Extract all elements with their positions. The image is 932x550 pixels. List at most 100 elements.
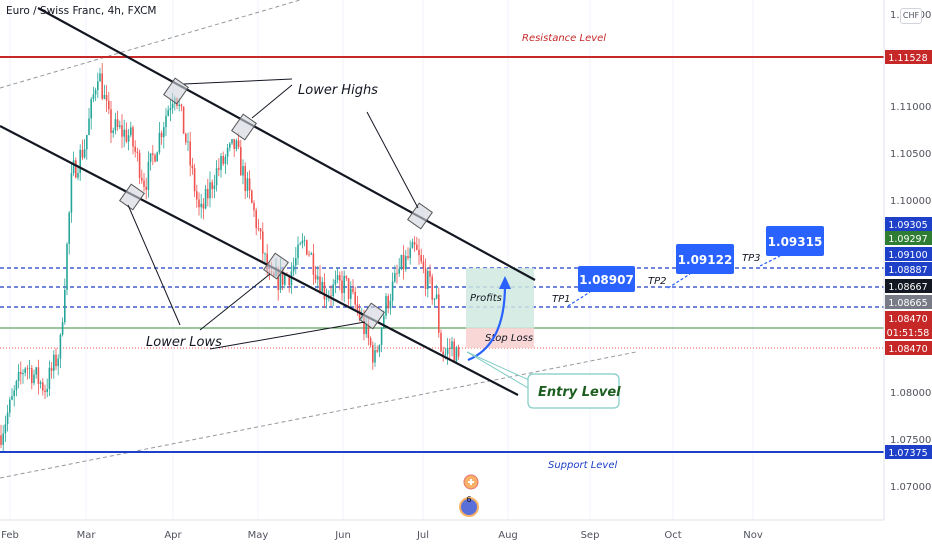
candle-body: [312, 253, 315, 275]
entry-level-label: Entry Level: [538, 385, 621, 400]
candle-body: [145, 186, 147, 190]
candle-body: [383, 315, 385, 328]
candle-body: [244, 166, 246, 191]
candle-body: [411, 242, 414, 249]
candle-body: [308, 254, 310, 256]
candle-body: [279, 269, 282, 290]
candle-body: [75, 160, 77, 178]
candle-body: [288, 275, 290, 286]
candle-body: [453, 341, 455, 362]
candle-body: [281, 269, 284, 285]
candle-body: [211, 182, 213, 190]
candle-body: [94, 90, 97, 95]
price-tag-label: 1.08667: [888, 282, 927, 293]
candle-body: [449, 348, 451, 350]
candle-body: [440, 332, 442, 352]
candle-body: [317, 276, 319, 280]
candle-body: [242, 166, 244, 176]
candle-body: [79, 149, 81, 174]
candle-body: [132, 127, 134, 147]
candle-body: [330, 295, 332, 297]
candle-body: [354, 292, 356, 305]
candle-body: [455, 347, 458, 362]
candle-body: [394, 273, 396, 282]
candle-body: [218, 168, 220, 170]
candle-body: [185, 133, 187, 143]
profit-arrow-head: [499, 276, 511, 289]
candle-body: [350, 288, 352, 299]
time-tick-label: Jul: [416, 530, 429, 541]
candle-body: [42, 382, 44, 391]
candle-body: [158, 132, 161, 153]
candle-body: [110, 109, 112, 133]
tp1-value-box: [578, 266, 635, 292]
candle-body: [334, 279, 337, 285]
candle-body: [226, 147, 229, 157]
candle-body: [396, 273, 398, 274]
candle-body: [418, 249, 420, 256]
price-tag-label: 1.09100: [888, 250, 927, 261]
candle-body: [77, 173, 79, 178]
candle-body: [220, 156, 222, 170]
candle-body: [332, 284, 334, 297]
candle-body: [323, 281, 326, 300]
candle-body: [402, 254, 405, 270]
candle-body: [248, 178, 251, 191]
time-tick-label: Feb: [1, 530, 19, 541]
candle-body: [358, 309, 361, 319]
candle-body: [277, 269, 279, 290]
candle-body: [295, 258, 297, 266]
upper-trend-line: [37, 7, 536, 281]
candle-body: [189, 141, 191, 166]
price-tag: [885, 311, 932, 325]
currency-button[interactable]: CHF: [900, 8, 922, 24]
candle-body: [55, 354, 57, 367]
time-tick-label: Aug: [498, 530, 518, 541]
candle-body: [68, 212, 70, 244]
candle-body: [262, 231, 264, 254]
candle-body: [130, 127, 132, 136]
tp1-pointer: [567, 291, 591, 307]
candle-body: [59, 334, 62, 359]
price-tick-label: 1.10500: [890, 149, 931, 160]
candle-body: [61, 322, 64, 335]
candle-body: [372, 345, 374, 363]
candle-body: [446, 348, 449, 355]
candle-body: [24, 368, 26, 373]
price-tick-label: 1.08000: [890, 388, 931, 399]
price-tag: [885, 217, 932, 231]
candle-body: [9, 399, 11, 413]
candle-body: [121, 125, 123, 137]
candle-body: [319, 276, 321, 292]
price-tag-label: 1.08887: [888, 265, 927, 276]
candle-body: [213, 185, 216, 190]
candle-body: [64, 289, 66, 323]
price-tag: [885, 231, 932, 245]
candle-body: [438, 294, 440, 333]
candle-body: [369, 338, 372, 346]
tp2-label: TP2: [648, 276, 667, 287]
candle-body: [50, 367, 53, 371]
price-tag: [885, 279, 932, 293]
profits-label: Profits: [470, 293, 502, 304]
touch-marker: [163, 77, 189, 105]
candle-body: [347, 278, 350, 299]
candle-body: [154, 154, 156, 162]
price-tag: [885, 341, 932, 355]
candle-body: [385, 296, 387, 316]
candle-body: [33, 374, 35, 384]
candle-body: [341, 280, 343, 294]
price-tag: [885, 445, 932, 459]
candle-body: [86, 135, 88, 150]
candle-body: [336, 275, 339, 280]
candle-body: [37, 367, 40, 384]
candle-body: [376, 350, 378, 352]
candle-body: [138, 152, 141, 178]
candle-body: [259, 228, 262, 232]
candle-body: [103, 94, 106, 99]
candle-body: [299, 243, 301, 245]
candle-body: [215, 168, 218, 186]
upper-dashed-channel: [0, 0, 301, 89]
